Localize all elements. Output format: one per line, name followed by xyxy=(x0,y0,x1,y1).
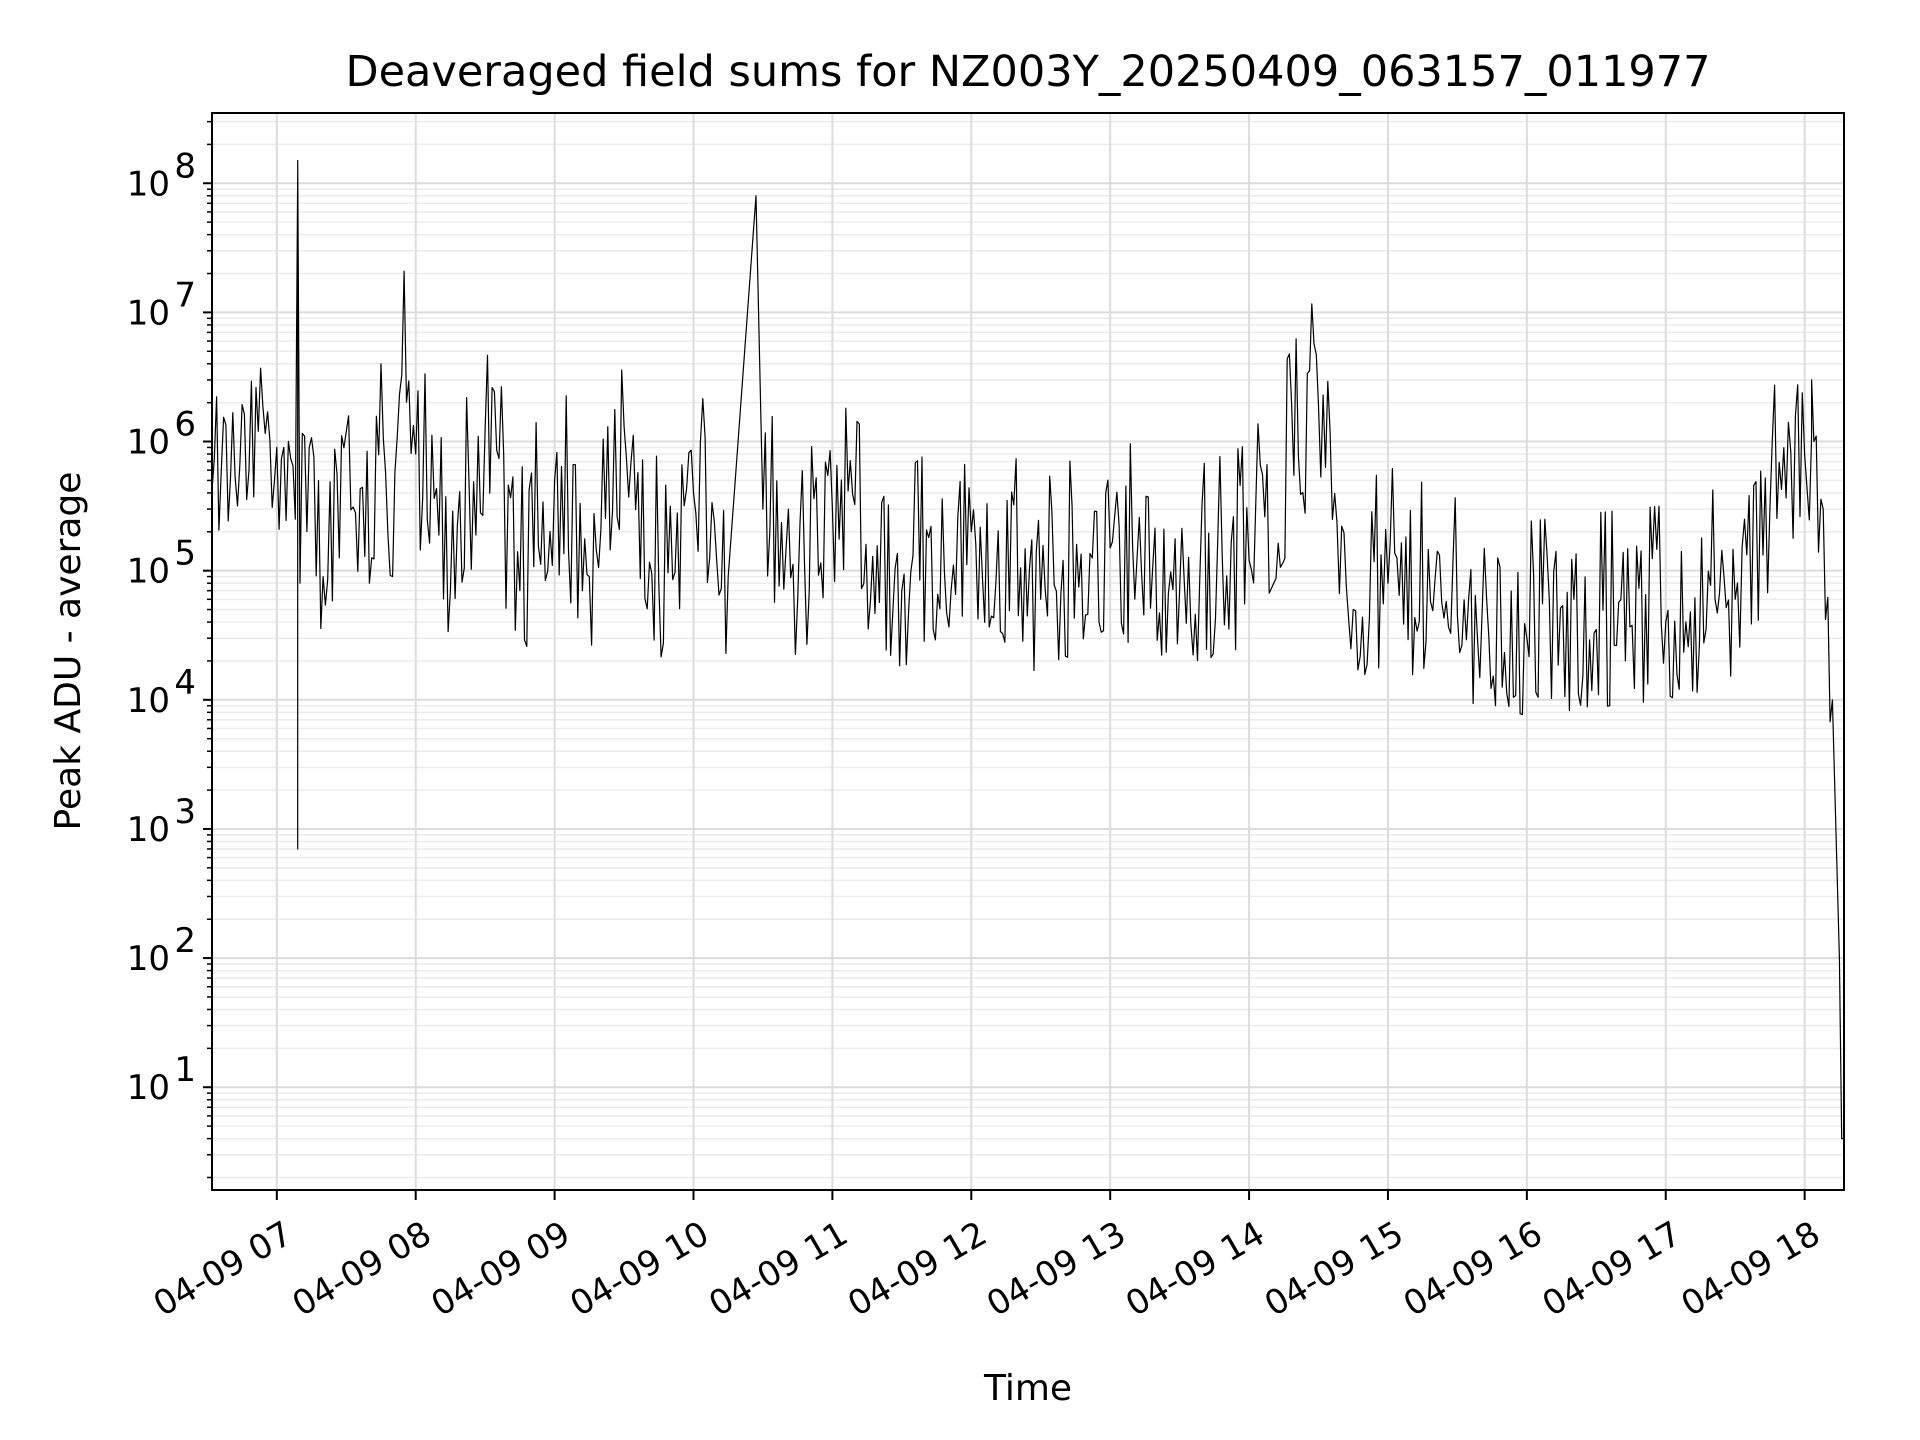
y-tick-label: 10 xyxy=(127,1068,170,1108)
y-axis-title: Peak ADU - average xyxy=(48,472,89,831)
y-tick-label: 10 xyxy=(127,810,170,850)
grid xyxy=(212,113,1844,1190)
data-series-line xyxy=(211,159,1844,1140)
y-tick-label-exponent: 6 xyxy=(174,405,196,445)
x-axis-title: Time xyxy=(983,1368,1072,1409)
y-tick-label: 10 xyxy=(127,164,170,204)
y-tick-label-exponent: 1 xyxy=(174,1050,196,1090)
y-tick-label: 10 xyxy=(127,423,170,463)
y-tick-label-exponent: 2 xyxy=(174,921,196,961)
y-tick-label: 10 xyxy=(127,939,170,979)
y-tick-label: 10 xyxy=(127,681,170,721)
y-tick-label-exponent: 8 xyxy=(174,146,196,186)
y-tick-label-exponent: 3 xyxy=(174,792,196,832)
chart-title: Deaveraged field sums for NZ003Y_2025040… xyxy=(345,47,1710,97)
y-tick-label-exponent: 7 xyxy=(174,275,196,315)
y-tick-label: 10 xyxy=(127,293,170,333)
y-tick-label-exponent: 4 xyxy=(174,663,196,703)
plot-area-frame xyxy=(211,112,1845,1191)
y-tick-label: 10 xyxy=(127,552,170,592)
y-tick-label-exponent: 5 xyxy=(174,534,196,574)
